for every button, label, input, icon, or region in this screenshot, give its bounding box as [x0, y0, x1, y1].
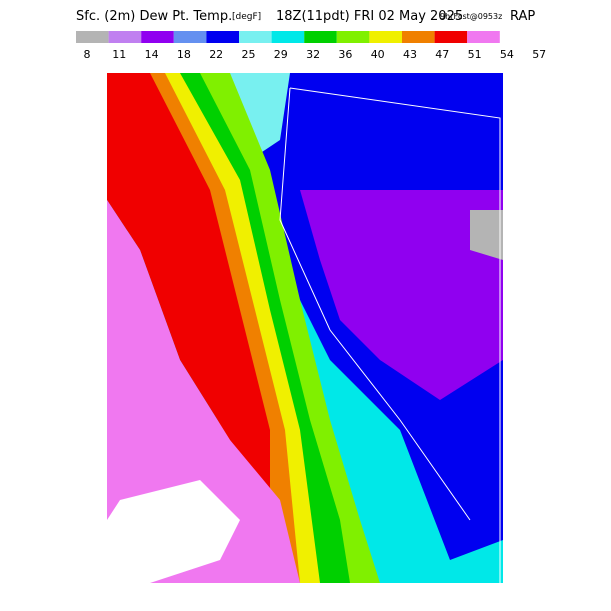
- legend-label: 8: [84, 48, 91, 61]
- legend-swatch: [76, 31, 109, 43]
- legend-label: 47: [435, 48, 449, 61]
- legend-label: 22: [209, 48, 223, 61]
- legend-swatch: [369, 31, 402, 43]
- legend-label: 51: [468, 48, 482, 61]
- legend: 8 11 14 18 22 25 29 32 36 40 43 47 51 54 57: [76, 31, 546, 61]
- map: [107, 73, 503, 583]
- legend-swatch: [304, 31, 337, 43]
- legend-label: 40: [371, 48, 385, 61]
- legend-label: 11: [112, 48, 126, 61]
- pink-field: [107, 200, 300, 583]
- border: [279, 87, 471, 521]
- white-field: [107, 480, 240, 583]
- legend-swatch: [434, 31, 468, 43]
- gray-field: [470, 210, 503, 260]
- legend-swatch: [402, 31, 435, 43]
- legend-swatch: [173, 31, 207, 43]
- legend-label: 36: [338, 48, 352, 61]
- title-units: [degF]: [232, 12, 261, 22]
- title-model: RAP: [510, 9, 535, 24]
- purple-field: [300, 190, 503, 400]
- title-fcst: 9hrFcst@0953z: [440, 12, 502, 21]
- border: [289, 87, 501, 583]
- red-band: [107, 73, 270, 500]
- legend-swatch: [271, 31, 305, 43]
- legend-swatch: [108, 31, 142, 43]
- legend-swatch: [467, 31, 500, 43]
- legend-label: 43: [403, 48, 417, 61]
- title-main: Sfc. (2m) Dew Pt. Temp.: [76, 9, 232, 24]
- legend-label: 18: [177, 48, 191, 61]
- legend-swatch: [239, 31, 272, 43]
- legend-label: 25: [242, 48, 256, 61]
- legend-label: 54: [500, 48, 514, 61]
- legend-swatch: [206, 31, 239, 43]
- legend-label: 14: [145, 48, 159, 61]
- title-time: 18Z(11pdt) FRI 02 May 2025: [276, 9, 463, 24]
- legend-label: 29: [274, 48, 288, 61]
- legend-swatch: [141, 31, 174, 43]
- legend-swatch: [336, 31, 370, 43]
- legend-label: 32: [306, 48, 320, 61]
- legend-label: 57: [532, 48, 546, 61]
